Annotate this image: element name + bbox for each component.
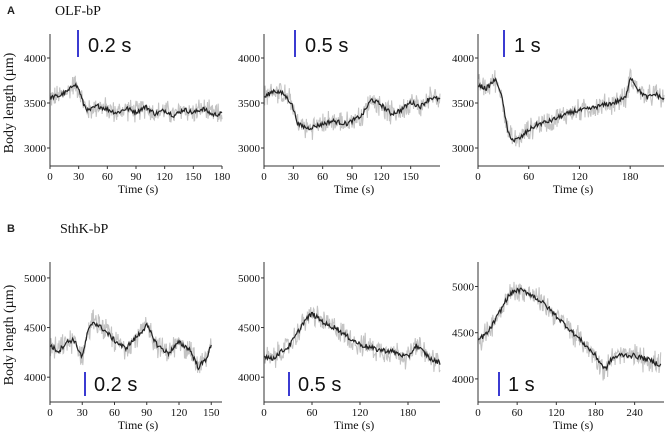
x-tick-label: 150: [185, 171, 202, 183]
x-tick-label: 30: [288, 171, 300, 183]
x-tick-label: 0: [261, 171, 267, 183]
y-tick-label: 4000: [452, 53, 475, 65]
x-tick-label: 90: [347, 171, 359, 183]
x-tick-label: 60: [512, 407, 524, 419]
x-tick-label: 120: [548, 407, 565, 419]
y-tick-label: 3500: [238, 98, 261, 110]
y-tick-label: 4000: [452, 374, 475, 386]
chart-panel-3: 4000 4500 5000 0 30 60 90 120 150 Time (s) 0.2 s: [24, 262, 222, 432]
pulse-duration-label: 0.2 s: [88, 35, 131, 57]
x-tick-label: 120: [171, 407, 188, 419]
row-title-1: SthK-bP: [60, 222, 108, 237]
x-tick-label: 120: [156, 171, 173, 183]
y-tick-label: 4500: [238, 323, 261, 335]
mean-trace: [263, 88, 441, 131]
x-tick-label: 120: [352, 407, 369, 419]
y-axis-label-0: Body length (µm): [2, 52, 17, 153]
x-axis-label: Time (s): [553, 418, 594, 432]
chart-panel-1: 3000 3500 4000 0 30 60 90 120 150 Time (s) 0.5 s: [238, 30, 441, 196]
x-tick-label: 150: [402, 171, 419, 183]
x-tick-label: 60: [317, 171, 329, 183]
y-tick-label: 3000: [24, 143, 47, 155]
x-tick-label: 60: [102, 171, 114, 183]
y-tick-label: 4000: [238, 53, 261, 65]
x-tick-label: 180: [587, 407, 604, 419]
y-tick-label: 5000: [24, 273, 47, 285]
x-tick-label: 60: [523, 171, 535, 183]
mean-trace: [263, 311, 441, 365]
y-tick-label: 4000: [24, 372, 47, 384]
x-tick-label: 0: [475, 171, 481, 183]
x-tick-label: 150: [203, 407, 220, 419]
x-tick-label: 0: [475, 407, 481, 419]
x-tick-label: 0: [47, 407, 53, 419]
panel-letter-a: A: [7, 5, 15, 17]
pulse-duration-label: 0.5 s: [298, 374, 341, 396]
x-axis-label: Time (s): [118, 182, 159, 196]
spread-trace: [263, 82, 441, 140]
x-tick-label: 180: [400, 407, 417, 419]
chart-panel-2: 3000 3500 4000 0 60 120 180 Time (s) 1 s: [452, 30, 665, 196]
spread-trace: [49, 75, 223, 123]
x-tick-label: 60: [307, 407, 319, 419]
x-tick-label: 120: [571, 171, 588, 183]
y-tick-label: 4500: [24, 323, 47, 335]
y-tick-label: 3500: [24, 98, 47, 110]
x-tick-label: 240: [626, 407, 643, 419]
mean-trace: [477, 287, 662, 372]
x-axis-label: Time (s): [553, 182, 594, 196]
spread-trace: [477, 67, 665, 148]
pulse-duration-label: 0.2 s: [94, 374, 137, 396]
y-tick-label: 5000: [452, 281, 475, 293]
x-axis-label: Time (s): [118, 418, 159, 432]
x-axis-label: Time (s): [334, 418, 375, 432]
y-tick-label: 5000: [238, 273, 261, 285]
x-tick-label: 0: [261, 407, 267, 419]
x-tick-label: 90: [131, 171, 143, 183]
pulse-duration-label: 1 s: [508, 374, 535, 396]
pulse-duration-label: 0.5 s: [305, 35, 348, 57]
spread-trace: [477, 281, 662, 381]
x-tick-label: 180: [622, 171, 639, 183]
mean-trace: [49, 321, 212, 371]
x-tick-label: 120: [373, 171, 390, 183]
row-title-0: OLF-bP: [55, 4, 101, 19]
y-tick-label: 4000: [24, 53, 47, 65]
x-tick-label: 60: [109, 407, 121, 419]
x-tick-label: 90: [141, 407, 153, 419]
x-tick-label: 30: [77, 407, 89, 419]
y-tick-label: 3000: [238, 143, 261, 155]
y-tick-label: 4500: [452, 328, 475, 340]
x-tick-label: 30: [73, 171, 85, 183]
y-tick-label: 3000: [452, 143, 475, 155]
y-tick-label: 3500: [452, 98, 475, 110]
chart-panel-0: 3000 3500 4000 0 30 60 90 120 150 180 Time (s) 0.2 …: [24, 30, 231, 196]
y-tick-label: 4000: [238, 372, 261, 384]
chart-panel-5: 4000 4500 5000 0 60 120 180 240 Time (s) 1 s: [452, 262, 664, 432]
panel-letter-b: B: [7, 223, 15, 235]
chart-panel-4: 4000 4500 5000 0 60 120 180 Time (s) 0.5 s: [238, 262, 441, 432]
pulse-duration-label: 1 s: [514, 35, 541, 57]
x-tick-label: 0: [47, 171, 53, 183]
x-axis-label: Time (s): [334, 182, 375, 196]
y-axis-label-1: Body length (µm): [2, 284, 17, 385]
mean-trace: [477, 76, 665, 143]
x-tick-label: 180: [214, 171, 231, 183]
spread-trace: [263, 305, 441, 373]
mean-trace: [49, 82, 223, 119]
